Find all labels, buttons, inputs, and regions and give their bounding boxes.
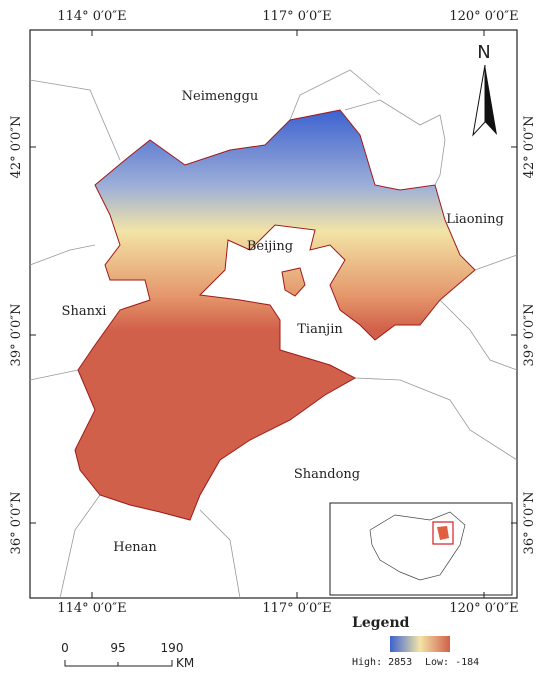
lat-label: 39° 0′0″N [9,304,24,367]
lat-label: 36° 0′0″N [9,492,24,555]
region-label: Shanxi [62,304,107,319]
region-label: Neimenggu [182,89,259,104]
region-label: Henan [113,540,157,555]
legend-title: Legend [352,615,410,631]
lon-label: 117° 0′0″E [262,601,331,616]
lat-label: 36° 0′0″N [522,492,537,555]
lat-label: 42° 0′0″N [9,116,24,179]
lon-label: 120° 0′0″E [449,601,518,616]
lat-label: 42° 0′0″N [522,116,537,179]
region-label: Beijing [247,239,293,254]
north-arrow: N [472,42,497,137]
legend: Legend High: 2853 Low: -184 [352,615,479,668]
region-label: Liaoning [446,212,504,227]
scale-unit: KM [176,656,194,670]
region-label: Tianjin [297,322,343,337]
legend-high: High: 2853 [352,657,412,668]
lat-label: 39° 0′0″N [522,304,537,367]
inset [329,502,513,596]
province-boundaries [29,69,518,599]
lon-label: 117° 0′0″E [262,9,331,24]
legend-ramp [390,636,450,652]
lon-label: 114° 0′0″E [57,601,126,616]
scale-label: 190 [161,641,184,655]
scale-bar [64,660,173,667]
region-label: Shandong [294,467,360,482]
lon-label: 114° 0′0″E [57,9,126,24]
scale-label: 0 [61,641,69,655]
north-label: N [477,42,490,63]
scale-label: 95 [110,641,125,655]
lon-label: 120° 0′0″E [449,9,518,24]
legend-low: Low: -184 [425,657,479,668]
hebei-dem [74,109,476,521]
